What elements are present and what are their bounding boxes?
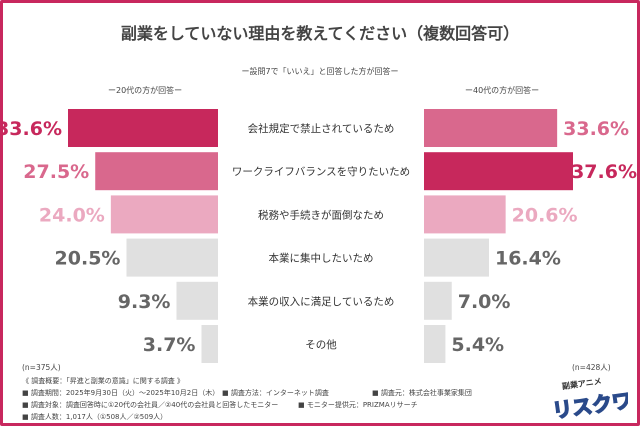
note: ■ 調査人数：1,017人（①508人／②509人） — [22, 413, 168, 421]
legend-right: ー40代の方が回答ー — [465, 86, 540, 95]
category-label: 本業に集中したいため — [269, 252, 374, 265]
n-left: (n=375人) — [22, 363, 61, 372]
bar-right — [424, 281, 452, 320]
bar-right — [424, 325, 446, 363]
data-label-right: 7.0% — [458, 291, 511, 313]
bar-left — [176, 281, 218, 320]
bar-right — [424, 109, 558, 147]
notes-heading: 《 調査概要：「昇進と副業の意識」に関する調査 》 — [22, 377, 184, 385]
data-label-right: 5.4% — [451, 334, 504, 356]
n-right: (n=428人) — [572, 363, 611, 372]
category-label: ワークライフバランスを守りたいため — [232, 165, 410, 178]
logo: 副業アニメ リスクワ! — [550, 376, 628, 423]
note: ■ モニター提供元：PRIZMAリサーチ — [298, 401, 418, 409]
legend-left: ー20代の方が回答ー — [108, 86, 183, 95]
data-label-left: 33.6% — [0, 118, 62, 140]
note: ■ 調査元：株式会社事業家集団 — [372, 389, 472, 397]
note: ■ 調査対象：調査回答時に①20代の会社員／②40代の会社員と回答したモニター — [22, 401, 279, 409]
data-label-right: 33.6% — [563, 118, 629, 140]
bar-left — [110, 195, 218, 234]
note: ■ 調査期間：2025年9月30日（火）～2025年10月2日（木） — [22, 389, 220, 397]
chart-title: 副業をしていない理由を教えてください（複数回答可） — [120, 24, 520, 43]
note: ■ 調査方法：インターネット調査 — [222, 389, 329, 397]
bar-left — [95, 152, 218, 191]
chart-subtitle: ー設問7で「いいえ」と回答した方が回答ー — [241, 67, 399, 76]
bar-right — [424, 152, 573, 191]
category-label: 会社規定で禁止されているため — [248, 122, 395, 135]
category-label: その他 — [305, 338, 337, 351]
bar-left — [126, 238, 218, 277]
data-label-left: 27.5% — [23, 161, 89, 183]
bar-left — [201, 325, 218, 363]
svg-text:リスクワ!: リスクワ! — [551, 387, 628, 423]
data-label-right: 37.6% — [571, 161, 637, 183]
category-label: 税務や手続きが面倒なため — [258, 208, 384, 221]
survey-notes: 《 調査概要：「昇進と副業の意識」に関する調査 》 ■ 調査期間：2025年9月… — [22, 375, 472, 423]
data-label-left: 24.0% — [39, 204, 105, 226]
bar-left — [68, 109, 218, 147]
svg-text:副業アニメ: 副業アニメ — [561, 376, 602, 391]
data-label-left: 3.7% — [143, 334, 196, 356]
data-label-right: 16.4% — [495, 248, 561, 270]
bar-right — [424, 195, 506, 234]
data-label-right: 20.6% — [512, 204, 578, 226]
data-label-left: 9.3% — [118, 291, 171, 313]
data-label-left: 20.5% — [55, 248, 121, 270]
category-label: 本業の収入に満足しているため — [248, 295, 395, 308]
bar-right — [424, 238, 489, 277]
